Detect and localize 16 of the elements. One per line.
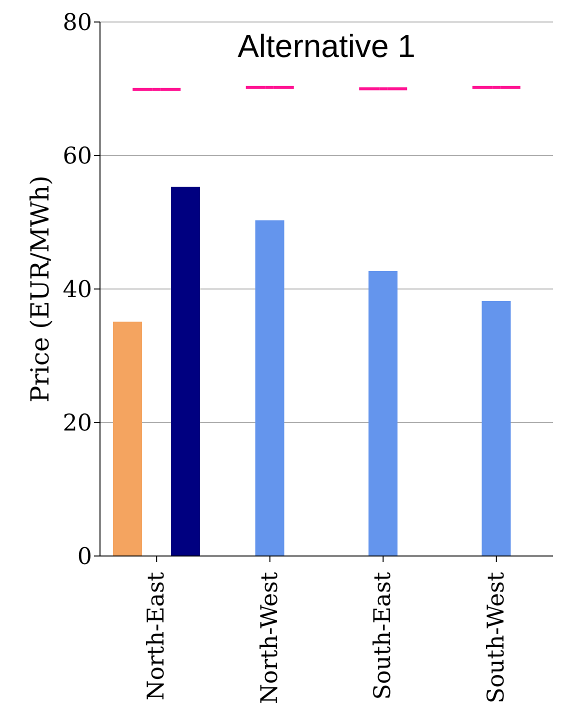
y-tick-label: 0 <box>77 544 92 570</box>
y-tick-label: 80 <box>62 10 92 36</box>
bar <box>113 322 142 556</box>
bar <box>368 270 398 556</box>
bar <box>255 220 284 556</box>
x-tick-label: South-West <box>483 571 510 704</box>
chart-title: Alternative 1 <box>236 28 416 65</box>
y-axis-title: Price (EUR/MWh) <box>26 176 54 402</box>
y-tick-label: 20 <box>62 410 92 437</box>
x-tick-label: South-East <box>370 571 396 700</box>
y-tick-label: 60 <box>62 144 92 170</box>
bar <box>171 186 200 556</box>
y-tick-label: 40 <box>62 277 92 304</box>
bar <box>482 301 511 556</box>
x-tick-label: North-East <box>144 571 170 700</box>
x-tick-label: North-West <box>256 571 283 704</box>
